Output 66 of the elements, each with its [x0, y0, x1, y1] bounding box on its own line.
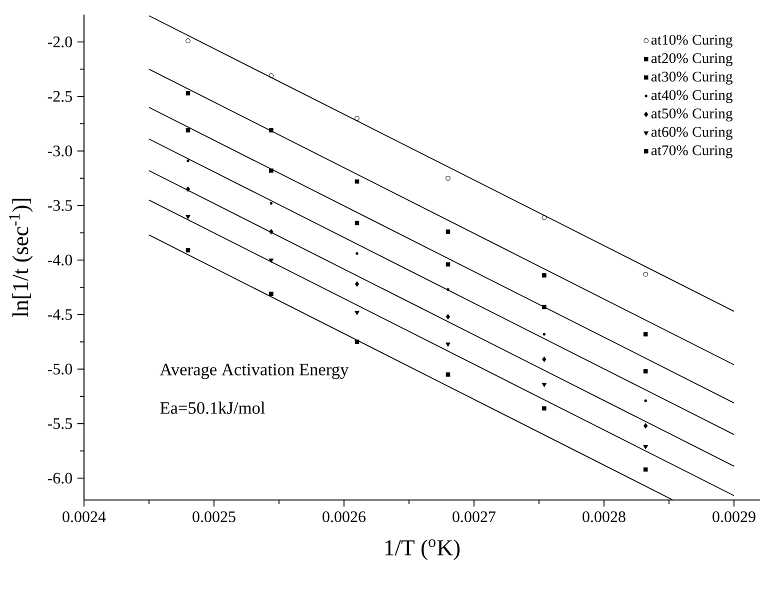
legend-label: at30% Curing [651, 72, 732, 85]
point [186, 214, 190, 220]
y-tick-label: -5.0 [48, 364, 72, 375]
y-tick-label: -4.5 [48, 309, 72, 320]
point [270, 202, 273, 205]
y-tick-label: -5.5 [48, 418, 72, 429]
point [446, 288, 450, 291]
point [643, 369, 648, 374]
point [446, 230, 450, 234]
point [186, 186, 190, 192]
point [542, 304, 546, 310]
point [446, 372, 450, 377]
point [354, 116, 360, 121]
point [269, 168, 274, 173]
legend-label: at50% Curing [651, 108, 732, 122]
point [446, 342, 450, 347]
x-tick-label: 0.0029 [712, 511, 756, 522]
legend-label: at40% Curing [651, 90, 732, 103]
point [542, 406, 546, 411]
point [643, 445, 648, 450]
point [268, 73, 274, 78]
point [354, 340, 360, 344]
legend-label: at70% Curing [651, 145, 732, 158]
y-tick-label: -6.0 [48, 472, 72, 484]
point [186, 38, 190, 44]
point [542, 273, 546, 278]
point [269, 292, 274, 296]
x-tick-label: 0.0026 [322, 511, 366, 522]
y-axis-title: ln[1/t (sec$^{-1}$)] [9, 198, 33, 317]
x-axis-title: 1/T ($^{o}$K) [385, 539, 460, 560]
y-tick-label: -2.0 [48, 36, 72, 48]
x-tick-label: 0.0028 [582, 511, 626, 522]
point [643, 467, 648, 472]
point [269, 128, 274, 132]
point [542, 332, 546, 336]
point [186, 159, 190, 162]
point [643, 272, 648, 277]
point [542, 215, 547, 220]
legend-label: at60% Curing [651, 126, 732, 140]
point [643, 332, 648, 336]
y-tick-label: -3.0 [48, 146, 72, 156]
point [186, 91, 190, 96]
point [356, 252, 358, 255]
annotation: Average Activation Energy [160, 364, 349, 379]
point [186, 128, 190, 132]
point [542, 382, 547, 388]
point [446, 262, 450, 267]
point [354, 281, 360, 287]
y-tick-label: -2.5 [48, 91, 72, 102]
x-tick-label: 0.0027 [452, 511, 496, 522]
y-tick-label: -3.5 [48, 200, 72, 211]
point [644, 423, 648, 428]
point [269, 229, 274, 234]
legend-label: at10% Curing [651, 34, 732, 48]
point [644, 399, 647, 402]
point [354, 310, 360, 316]
x-tick-label: 0.0024 [62, 511, 106, 522]
annotation: Ea=50.1kJ/mol [160, 402, 265, 414]
point [268, 258, 274, 263]
point [446, 314, 450, 320]
point [446, 176, 450, 181]
point [542, 356, 546, 362]
legend-label: at20% Curing [651, 53, 732, 66]
x-tick-label: 0.0025 [192, 511, 236, 522]
point [186, 248, 190, 252]
y-tick-label: -4.0 [48, 254, 72, 266]
